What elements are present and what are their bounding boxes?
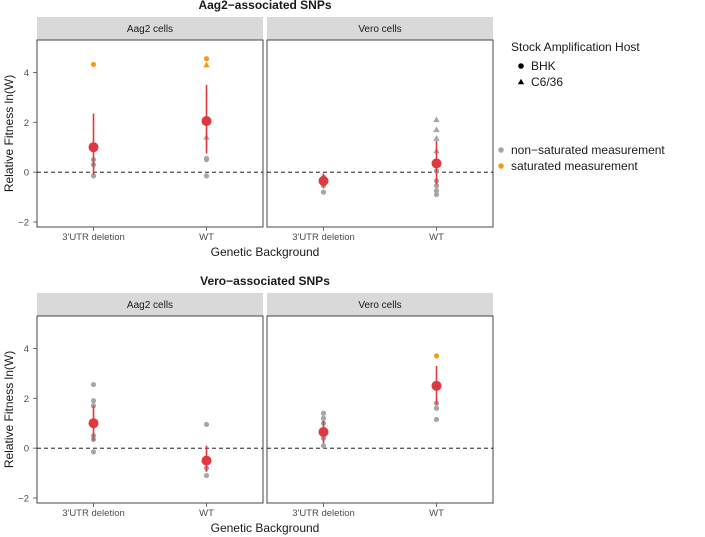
chart-title: Aag2−associated SNPs: [198, 0, 331, 12]
legend-label-host: BHK: [531, 59, 556, 73]
x-tick-label: WT: [429, 232, 444, 243]
x-tick-label: WT: [199, 508, 214, 519]
panel-frame: [36, 315, 264, 504]
mean-point: [201, 116, 212, 127]
y-tick-label: 4: [24, 344, 29, 355]
data-point-circle: [433, 191, 440, 198]
data-point-circle: [320, 415, 327, 421]
data-point-circle: [90, 381, 97, 388]
x-axis-label: Genetic Background: [211, 521, 320, 535]
data-point-circle: [203, 173, 210, 179]
mean-point: [201, 455, 212, 466]
legend-key-circle: [518, 63, 524, 69]
data-point-circle: [90, 61, 97, 68]
x-tick-label: 3'UTR deletion: [292, 508, 355, 519]
data-point-circle: [203, 56, 210, 62]
facet-strip: [37, 17, 263, 40]
x-tick-label: 3'UTR deletion: [292, 232, 355, 243]
y-tick-label: 4: [24, 68, 29, 79]
mean-point: [88, 418, 99, 429]
data-point-circle: [203, 157, 210, 163]
y-tick-label: −2: [18, 218, 29, 229]
mean-point: [88, 142, 99, 153]
data-point-circle: [203, 472, 210, 479]
x-tick-label: WT: [199, 232, 214, 243]
x-tick-label: WT: [429, 508, 444, 519]
panel-frame: [266, 315, 494, 504]
mean-point: [431, 380, 442, 391]
y-tick-label: −2: [18, 494, 29, 505]
data-point-circle: [320, 189, 327, 195]
data-point-circle: [90, 449, 97, 455]
panel-frame: [36, 39, 264, 228]
mean-point: [318, 426, 329, 437]
legend-label-host: C6/36: [531, 75, 563, 89]
legend-title: Stock Amplification Host: [511, 40, 640, 54]
x-tick-label: 3'UTR deletion: [62, 508, 125, 519]
panel-frame: [266, 39, 494, 228]
mean-point: [318, 175, 329, 186]
data-point-circle: [433, 183, 440, 189]
chart-title: Vero−associated SNPs: [200, 274, 330, 288]
y-tick-label: 0: [24, 168, 29, 179]
data-point-triangle: [433, 135, 440, 141]
data-point-circle: [90, 398, 97, 404]
data-point-circle: [320, 443, 327, 449]
data-point-triangle: [203, 61, 210, 68]
x-axis-label: Genetic Background: [211, 245, 320, 259]
legend-key-color: [498, 163, 504, 169]
x-tick-label: 3'UTR deletion: [62, 232, 125, 243]
y-axis-label: Relative Fitness ln(W): [2, 351, 16, 468]
data-point-circle: [433, 416, 440, 423]
data-point-circle: [203, 421, 210, 428]
legend-key-color: [498, 147, 504, 153]
facet-strip: [37, 293, 263, 316]
data-point-circle: [320, 410, 327, 416]
data-point-circle: [433, 405, 440, 411]
facet-strip: [267, 293, 493, 316]
y-tick-label: 2: [24, 118, 29, 129]
data-point-triangle: [433, 116, 440, 123]
y-tick-label: 0: [24, 444, 29, 455]
data-point-circle: [433, 353, 440, 359]
mean-point: [431, 158, 442, 169]
y-axis-label: Relative Fitness ln(W): [2, 75, 16, 192]
data-point-circle: [90, 173, 97, 179]
y-tick-label: 2: [24, 394, 29, 405]
facet-strip-label: Vero cells: [358, 300, 401, 311]
facet-strip-label: Aag2 cells: [127, 300, 173, 311]
legend-label-measurement: non−saturated measurement: [511, 143, 665, 157]
facet-strip-label: Aag2 cells: [127, 24, 173, 35]
data-point-triangle: [433, 126, 440, 133]
data-point-circle: [433, 188, 440, 194]
facet-strip: [267, 17, 493, 40]
legend-key-triangle: [517, 78, 525, 85]
facet-strip-label: Vero cells: [358, 24, 401, 35]
legend-label-measurement: saturated measurement: [511, 159, 638, 173]
